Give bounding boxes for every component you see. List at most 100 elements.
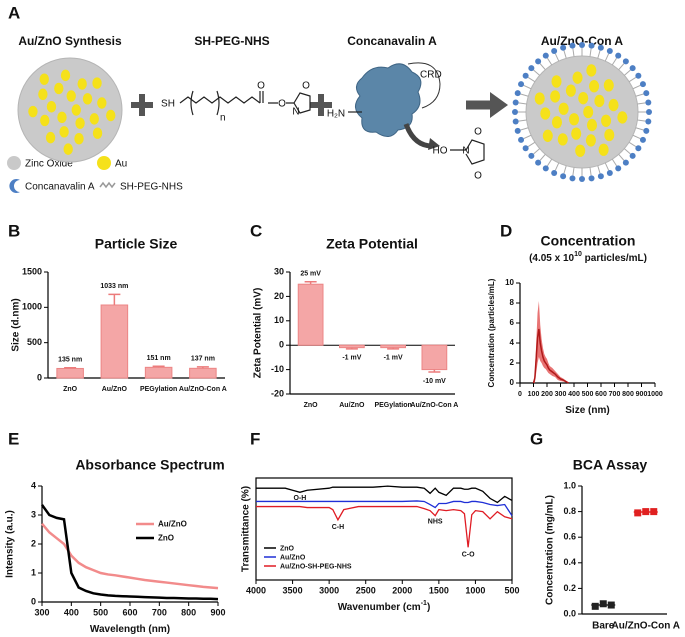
y-axis-title: Size (d.nm) [11,298,22,351]
chem-label: N [462,146,469,157]
annotation: C-H [332,524,344,531]
peg-linker [597,50,601,59]
value-label: 135 nm [58,357,82,364]
chem-label: O [278,99,286,110]
con-a [588,175,595,182]
con-a [615,165,622,172]
value-label: -1 mV [384,355,403,362]
au-dot [583,105,594,119]
x-tick-label: 3500 [283,585,303,595]
peg-linker [589,48,592,57]
con-a [542,165,549,172]
con-a [522,145,529,152]
con-a [643,90,650,97]
x-tick-label: 200 [541,391,553,398]
y-tick-label: 1000 [22,302,42,312]
peg-linker [563,165,567,174]
con-a [535,58,542,65]
x-tick-label: 3000 [319,585,339,595]
chem-label: HO [433,146,448,157]
peg-linker [623,69,631,76]
au-dot [534,92,545,105]
chem-label: O [302,81,310,92]
dot [650,508,658,516]
au-dot [74,132,84,145]
peg-linker [520,127,529,131]
chem-label: n [220,113,226,124]
x-tick-label: ZnO [63,386,78,393]
peg-linker [635,127,644,131]
peg-linker [604,162,610,171]
legend-swatch [7,156,21,170]
au-dot [557,133,568,146]
x-tick-label: Au/ZnO [339,402,365,409]
plus [131,94,153,116]
con-a [597,44,604,51]
au-dot [54,82,64,95]
dot [591,602,599,610]
legend-swatch [9,179,20,193]
step-title: Au/ZnO-Con A [541,34,624,48]
y-tick-label: 0.0 [563,608,576,618]
au-dot [82,93,93,105]
con-a [579,42,585,48]
con-a [622,58,629,65]
peg-linker [520,93,529,97]
con-a [512,109,518,115]
con-a [560,173,567,180]
au-dot [586,64,597,77]
legend-label: ZnO [280,545,295,552]
legend-swatch [97,156,111,170]
x-tick-label: 100 [528,391,540,398]
x-tick-label: 400 [568,391,580,398]
line [256,500,513,517]
x-tick-label: 500 [504,585,519,595]
x-tick-label: 700 [152,607,167,617]
x-tick-label: 0 [518,391,522,398]
peg-linker [527,76,536,83]
y-tick-label: 0.2 [563,583,576,593]
value-label: -10 mV [423,378,446,385]
peg-linker [597,165,601,174]
legend-label: Au/ZnO [158,520,187,529]
peg-linker [623,148,631,155]
protein [355,63,422,137]
au-dot [46,101,57,113]
plus [310,94,332,116]
con-a [514,127,521,134]
au-dot [45,131,56,144]
dot [607,601,615,609]
subtitle-part: (4.05 x 10 [529,253,574,264]
y-tick-label: 6 [510,318,515,327]
y-tick-label: -10 [271,364,284,374]
peg-linker [618,153,625,161]
x-tick-label: Au/ZnO-Con A [179,386,227,393]
peg-chain [179,96,261,104]
peg-linker [546,57,553,66]
chem-label: CRD [420,70,442,81]
au-dot [551,116,563,129]
con-a [514,90,521,97]
panel-label: A [8,3,20,22]
con-a [645,99,652,106]
legend-swatch [99,181,116,189]
con-a [646,109,652,115]
y-tick-label: 0.8 [563,506,576,516]
panel-label: E [8,429,19,448]
bar [297,283,324,346]
au-dot [601,114,612,127]
au-dot [75,117,85,129]
chem-label: H₂N [327,109,345,120]
con-a [551,48,558,55]
peg-linker [523,84,532,90]
x-tick-label: Au/ZnO [102,386,128,393]
au-dot [63,143,73,155]
x-axis-title-part: Size (nm) [565,405,609,416]
bar [144,366,173,379]
annotation: O-H [293,495,306,502]
con-a [639,81,646,88]
nhs-ring [293,92,311,114]
arrow-head [490,92,508,118]
au-dot [38,88,48,100]
y-tick-label: 8 [510,298,515,307]
